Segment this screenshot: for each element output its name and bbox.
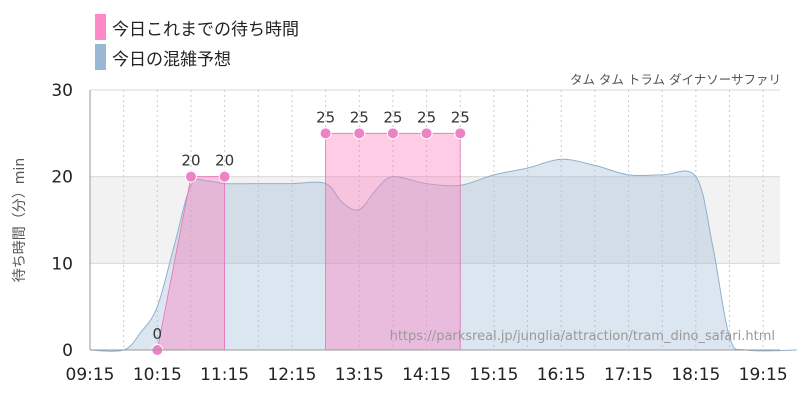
watermark-url: https://parksreal.jp/junglia/attraction/… (390, 329, 775, 344)
y-tick-label: 10 (51, 254, 73, 274)
data-point-marker (353, 127, 366, 140)
data-point-marker (420, 127, 433, 140)
data-label: 20 (215, 152, 234, 170)
y-tick-label: 20 (51, 168, 73, 188)
grid-band (90, 176, 780, 264)
x-tick-label: 11:15 (200, 365, 249, 385)
legend-item-forecast[interactable]: 今日の混雑予想 (95, 44, 299, 70)
x-tick-label: 16:15 (537, 365, 586, 385)
legend-label-actual: 今日これまでの待ち時間 (112, 19, 299, 40)
data-point-marker (454, 127, 467, 140)
y-tick-label: 0 (62, 341, 73, 361)
data-label: 0 (153, 325, 163, 343)
x-tick-label: 17:15 (604, 365, 653, 385)
x-tick-label: 13:15 (335, 365, 384, 385)
legend-item-actual[interactable]: 今日これまでの待ち時間 (95, 14, 299, 40)
chart-subtitle: タム タム トラム ダイナソーサファリ (569, 72, 781, 87)
legend: 今日これまでの待ち時間 今日の混雑予想 (95, 14, 299, 74)
forecast-area (90, 159, 797, 352)
data-point-marker (218, 170, 231, 183)
data-label: 25 (451, 108, 470, 126)
y-axis-title: 待ち時間（分）min (12, 158, 28, 282)
data-point-marker (386, 127, 399, 140)
y-tick-label: 30 (51, 81, 73, 101)
x-tick-label: 19:15 (739, 365, 788, 385)
legend-swatch-actual (95, 14, 106, 40)
x-tick-label: 10:15 (133, 365, 182, 385)
legend-swatch-forecast (95, 44, 106, 70)
data-label: 25 (316, 108, 335, 126)
legend-label-forecast: 今日の混雑予想 (112, 49, 231, 70)
data-label: 25 (383, 108, 402, 126)
x-tick-label: 15:15 (469, 365, 518, 385)
x-tick-label: 12:15 (267, 365, 316, 385)
data-label: 20 (181, 152, 200, 170)
data-point-marker (184, 170, 197, 183)
forecast-line (89, 158, 797, 352)
x-tick-label: 14:15 (402, 365, 451, 385)
x-tick-label: 09:15 (66, 365, 115, 385)
data-point-marker (319, 127, 332, 140)
data-label: 25 (417, 108, 436, 126)
x-tick-label: 18:15 (671, 365, 720, 385)
data-label: 25 (350, 108, 369, 126)
